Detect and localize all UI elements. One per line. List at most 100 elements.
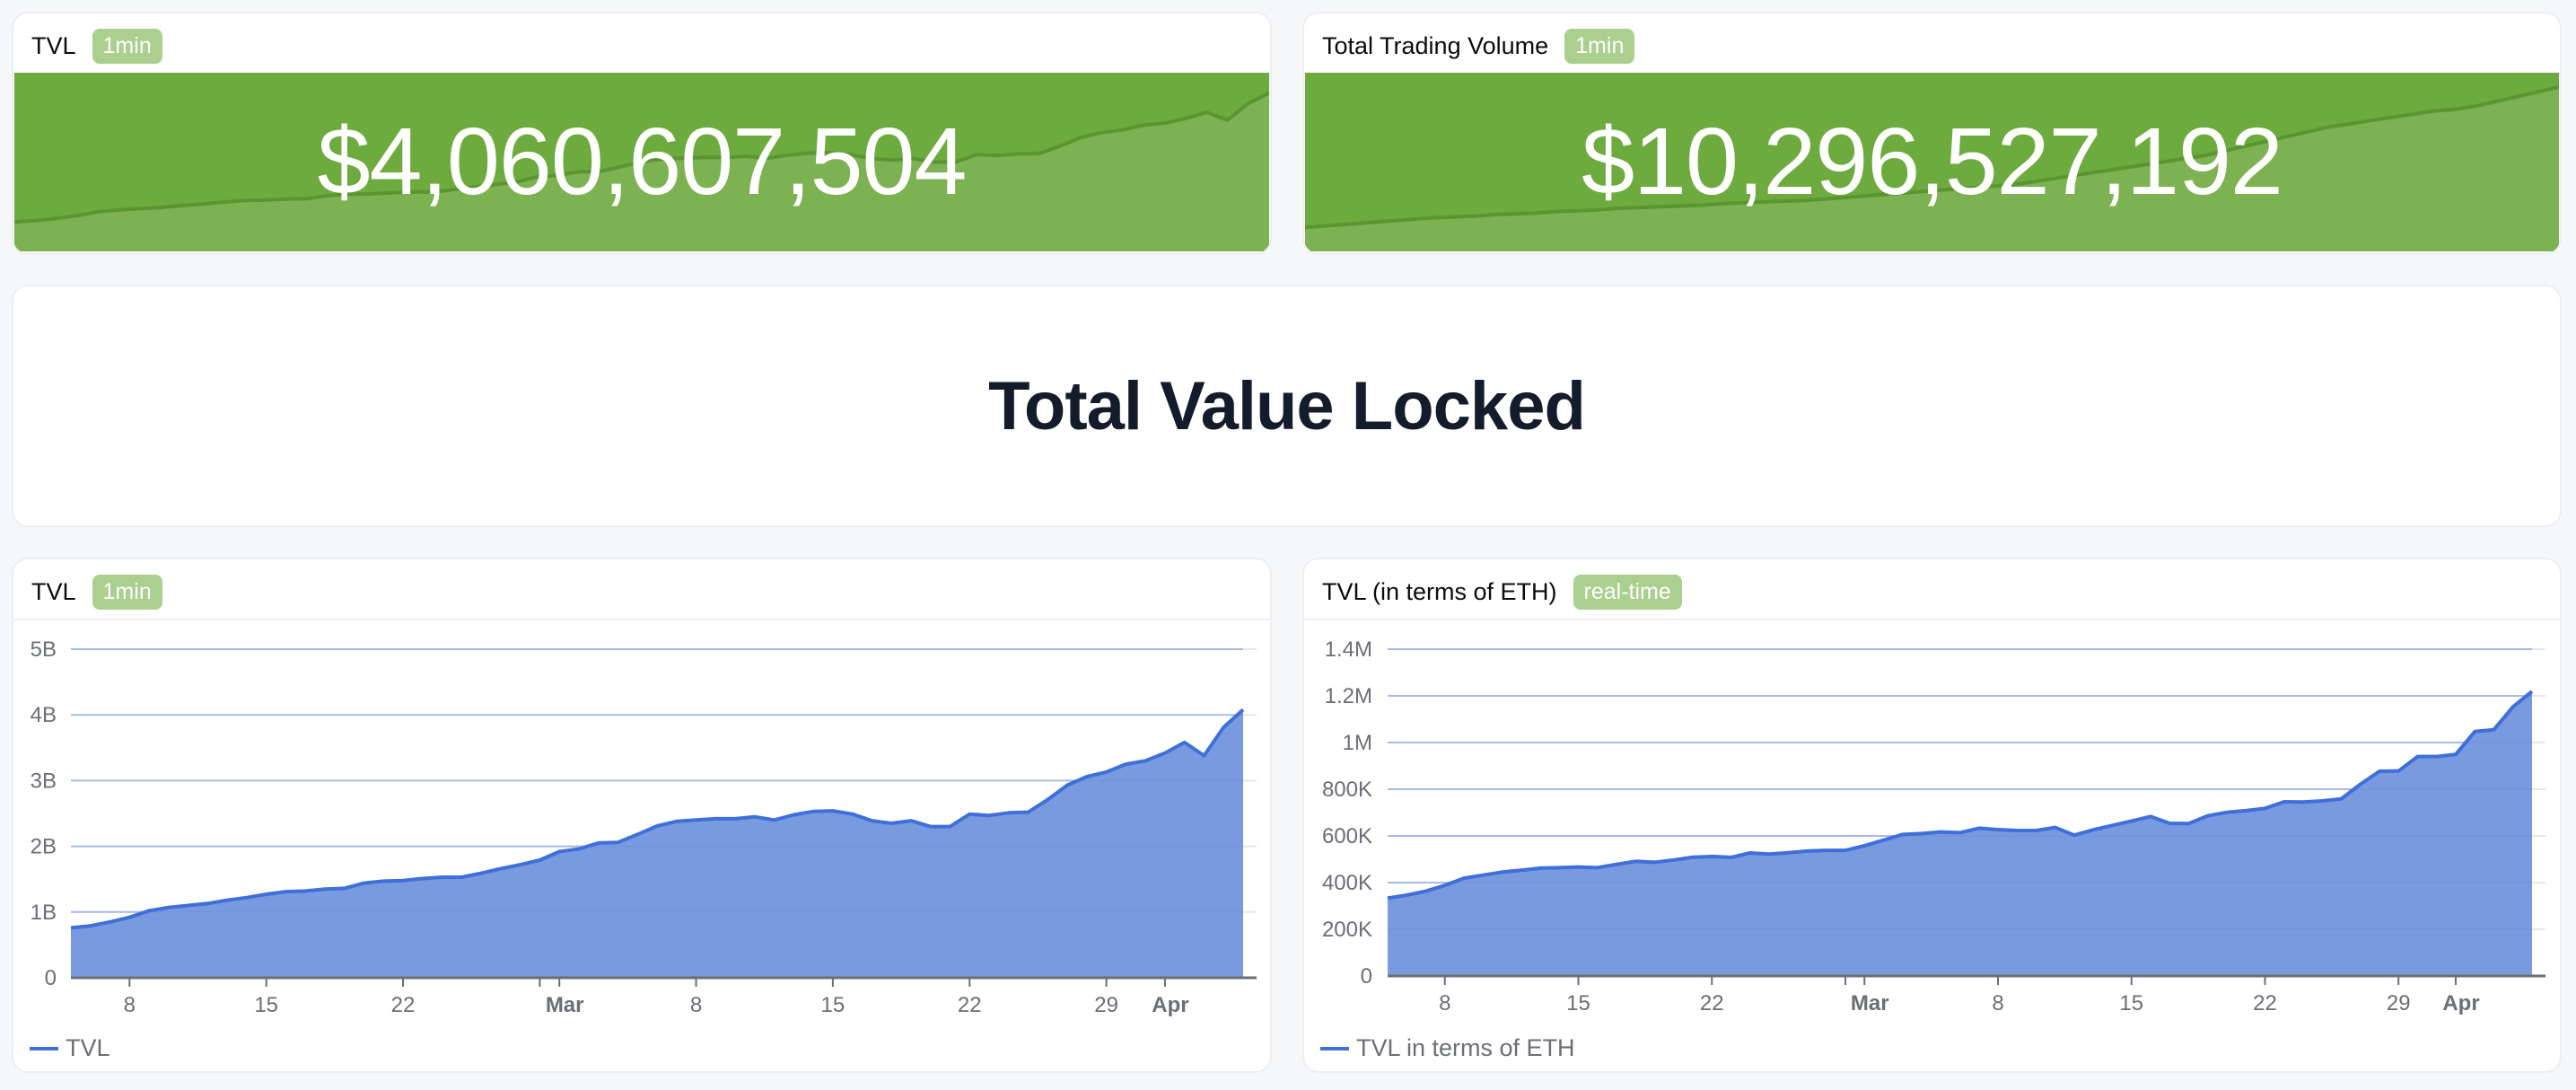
eth-chart-title: TVL (in terms of ETH) <box>1322 577 1557 605</box>
legend-label: TVL in terms of ETH <box>1356 1034 1575 1061</box>
y-tick-label: 1M <box>1343 731 1372 755</box>
data-point <box>1785 850 1791 856</box>
x-tick-label: 8 <box>124 993 136 1017</box>
data-point <box>2263 805 2268 811</box>
data-point <box>283 889 288 894</box>
y-tick-label: 1.4M <box>1325 637 1372 662</box>
data-point <box>2110 822 2116 828</box>
data-point <box>1690 855 1695 860</box>
tvl-chart[interactable]: 0 1B 2B 3B 4B 5B 8 15 22 Mar 8 15 22 29 Apr <box>13 559 1270 1071</box>
x-tick-label: Apr <box>2442 991 2479 1015</box>
data-point <box>2167 821 2172 826</box>
data-point <box>830 808 836 813</box>
y-tick-label: 400K <box>1322 871 1372 895</box>
data-point <box>88 923 93 928</box>
data-point <box>440 875 445 880</box>
data-point <box>869 818 874 823</box>
data-point <box>1556 865 1562 870</box>
x-tick-label: 22 <box>391 993 416 1017</box>
data-point <box>2319 798 2325 804</box>
data-point <box>2453 752 2458 757</box>
data-point <box>2434 754 2440 760</box>
data-point <box>615 839 620 845</box>
data-point <box>1442 883 1448 888</box>
tvl-value: $4,060,607,504 <box>317 109 968 215</box>
x-tick-label: 8 <box>1439 991 1450 1015</box>
eth-chart[interactable]: 0 200K 400K 600K 800K 1M 1.2M 1.4M 8 15 22 Mar 8 15 22… <box>1304 559 2560 1071</box>
data-point <box>1065 783 1070 788</box>
tvl-stat-header: TVL 1min <box>31 28 162 64</box>
tvl-chart-card: TVL 1min 0 1B 2B 3B 4B 5B 8 15 22 Mar 8 15 22 29 Apr T… <box>12 558 1272 1073</box>
data-point <box>1006 810 1012 815</box>
data-point <box>1976 825 1982 831</box>
data-point <box>2300 799 2306 804</box>
chart-legend[interactable]: TVL <box>30 1034 110 1062</box>
data-point <box>2186 821 2192 826</box>
legend-line-icon <box>30 1046 58 1050</box>
data-point <box>2358 782 2363 787</box>
series-area <box>71 709 1243 978</box>
data-point <box>654 823 660 829</box>
data-point <box>1958 830 1963 835</box>
data-point <box>948 824 953 830</box>
tvl-chart-title: TVL <box>31 577 76 605</box>
chart-legend[interactable]: TVL in terms of ETH <box>1320 1034 1575 1062</box>
x-tick-label: 8 <box>690 993 702 1017</box>
x-tick-label: Mar <box>1851 991 1889 1015</box>
y-tick-label: 1B <box>31 901 57 925</box>
refresh-badge: 1min <box>92 574 162 610</box>
data-point <box>1221 725 1226 730</box>
x-tick-label: Apr <box>1152 993 1188 1017</box>
y-tick-label: 0 <box>45 966 57 990</box>
data-point <box>302 888 308 893</box>
data-point <box>2510 704 2516 709</box>
data-point <box>498 866 504 871</box>
data-point <box>596 840 601 846</box>
data-point <box>1633 858 1638 864</box>
data-point <box>1766 851 1772 857</box>
series-line <box>1387 690 2534 901</box>
data-point <box>2492 727 2497 733</box>
data-point <box>986 813 992 818</box>
data-point <box>2529 689 2535 694</box>
data-point <box>1045 797 1050 803</box>
data-point <box>2090 827 2096 832</box>
data-point <box>908 818 914 823</box>
data-point <box>1729 855 1734 860</box>
volume-value: $10,296,527,192 <box>1582 109 2283 215</box>
data-point <box>1709 854 1714 859</box>
data-point <box>2053 825 2058 831</box>
data-point <box>1843 848 1848 853</box>
data-point <box>186 902 191 908</box>
x-tick-label: 22 <box>958 993 982 1017</box>
data-point <box>1748 850 1753 856</box>
data-point <box>1480 873 1485 878</box>
x-tick-label: 15 <box>254 993 278 1017</box>
data-point <box>1652 859 1658 865</box>
data-point <box>362 881 367 886</box>
x-tick-label: Mar <box>546 993 584 1017</box>
data-point <box>928 824 933 830</box>
data-point <box>2072 832 2077 838</box>
tvl-stat-panel: $4,060,607,504 <box>14 73 1269 251</box>
data-point <box>2014 828 2020 833</box>
data-point <box>1500 869 1505 875</box>
tvl-stat-title: TVL <box>31 31 76 59</box>
data-point <box>791 812 796 817</box>
x-tick-label: 29 <box>2387 991 2411 1015</box>
data-point <box>2224 810 2230 815</box>
y-tick-label: 4B <box>31 703 57 727</box>
volume-stat-title: Total Trading Volume <box>1322 31 1549 59</box>
data-point <box>1201 753 1206 759</box>
data-point <box>478 871 484 876</box>
eth-chart-header: TVL (in terms of ETH) real-time <box>1322 574 1682 610</box>
data-point <box>2396 769 2401 774</box>
data-point <box>1595 865 1600 870</box>
data-point <box>1424 889 1429 894</box>
data-point <box>537 857 542 863</box>
eth-chart-card: TVL (in terms of ETH) real-time 0 200K 400… <box>1302 558 2562 1073</box>
data-point <box>264 892 269 897</box>
data-point <box>1143 758 1148 763</box>
sparkline-area <box>1305 87 2559 251</box>
sparkline-line <box>14 91 1269 224</box>
